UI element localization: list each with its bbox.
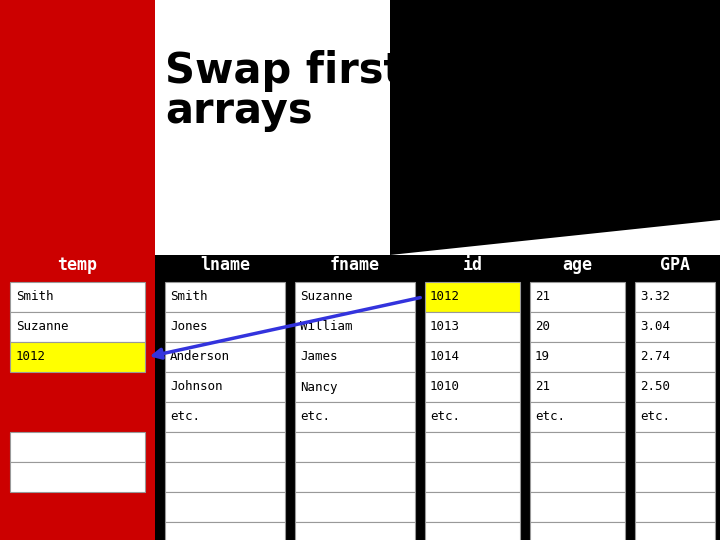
Text: 20: 20 <box>535 321 550 334</box>
Bar <box>295 372 415 402</box>
Text: 1014: 1014 <box>430 350 460 363</box>
Text: Anderson: Anderson <box>170 350 230 363</box>
Text: 1010: 1010 <box>430 381 460 394</box>
Bar <box>10 282 145 312</box>
Bar <box>165 372 285 402</box>
Text: temp: temp <box>58 256 97 274</box>
Bar <box>530 282 625 312</box>
Bar <box>165 402 285 432</box>
Text: etc.: etc. <box>300 410 330 423</box>
Text: lname: lname <box>200 256 250 274</box>
Text: fname: fname <box>330 256 380 274</box>
Bar <box>425 522 520 540</box>
Bar <box>10 432 145 462</box>
Bar <box>635 432 715 462</box>
Bar <box>295 492 415 522</box>
Text: 1012: 1012 <box>16 350 46 363</box>
Text: etc.: etc. <box>535 410 565 423</box>
Text: GPA: GPA <box>660 256 690 274</box>
Polygon shape <box>0 0 155 255</box>
Text: Smith: Smith <box>170 291 207 303</box>
Text: etc.: etc. <box>640 410 670 423</box>
Bar <box>155 0 720 255</box>
Bar <box>425 342 520 372</box>
Bar <box>530 522 625 540</box>
Text: 19: 19 <box>535 350 550 363</box>
Text: 21: 21 <box>535 381 550 394</box>
Bar <box>635 402 715 432</box>
Bar <box>530 372 625 402</box>
Bar <box>635 522 715 540</box>
Bar <box>425 402 520 432</box>
Bar <box>425 492 520 522</box>
Text: arrays: arrays <box>165 90 312 132</box>
Bar <box>295 342 415 372</box>
Text: Smith: Smith <box>16 291 53 303</box>
Text: age: age <box>562 256 593 274</box>
Text: William: William <box>300 321 353 334</box>
Text: 1012: 1012 <box>430 291 460 303</box>
Bar <box>425 282 520 312</box>
Bar <box>295 282 415 312</box>
Bar <box>530 342 625 372</box>
Bar <box>165 522 285 540</box>
Bar <box>635 282 715 312</box>
Bar <box>165 462 285 492</box>
Bar <box>635 342 715 372</box>
Text: 3.32: 3.32 <box>640 291 670 303</box>
Text: James: James <box>300 350 338 363</box>
Text: Suzanne: Suzanne <box>300 291 353 303</box>
Bar <box>165 282 285 312</box>
Text: Nancy: Nancy <box>300 381 338 394</box>
Bar <box>425 312 520 342</box>
Bar <box>530 312 625 342</box>
Text: 2.74: 2.74 <box>640 350 670 363</box>
Bar <box>10 462 145 492</box>
Bar <box>530 492 625 522</box>
Polygon shape <box>390 0 720 255</box>
Bar <box>530 402 625 432</box>
Bar <box>0 0 155 540</box>
Text: etc.: etc. <box>170 410 200 423</box>
Bar <box>530 432 625 462</box>
Text: 21: 21 <box>535 291 550 303</box>
Bar <box>530 462 625 492</box>
Bar <box>295 462 415 492</box>
Bar <box>635 372 715 402</box>
Text: 3.04: 3.04 <box>640 321 670 334</box>
Bar <box>295 522 415 540</box>
Bar <box>635 462 715 492</box>
Text: Johnson: Johnson <box>170 381 222 394</box>
Text: etc.: etc. <box>430 410 460 423</box>
Bar <box>635 312 715 342</box>
Bar <box>635 492 715 522</box>
Text: id: id <box>462 256 482 274</box>
Bar <box>295 312 415 342</box>
Text: 1013: 1013 <box>430 321 460 334</box>
Text: 2.50: 2.50 <box>640 381 670 394</box>
Bar <box>425 462 520 492</box>
Bar <box>165 342 285 372</box>
Bar <box>295 432 415 462</box>
Bar <box>425 432 520 462</box>
Bar <box>165 492 285 522</box>
Bar <box>295 402 415 432</box>
Bar <box>165 312 285 342</box>
Text: Swap first elements of parallel: Swap first elements of parallel <box>165 50 720 92</box>
Text: Suzanne: Suzanne <box>16 321 68 334</box>
Bar <box>165 432 285 462</box>
Text: Jones: Jones <box>170 321 207 334</box>
Bar <box>10 342 145 372</box>
Bar <box>425 372 520 402</box>
Bar <box>10 312 145 342</box>
